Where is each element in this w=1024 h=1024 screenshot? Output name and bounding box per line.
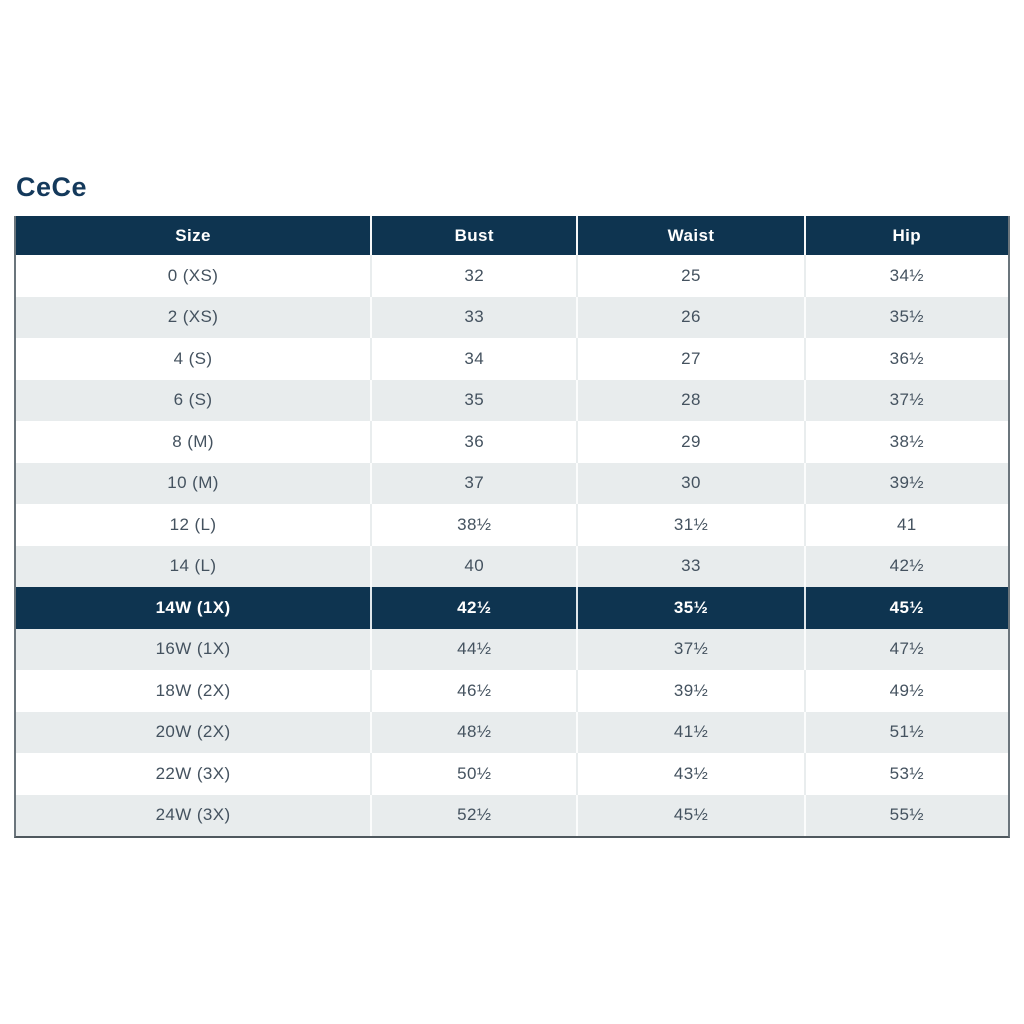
table-row: 8 (M) 36 29 38½ — [16, 421, 1008, 463]
cell-bust: 38½ — [372, 504, 579, 546]
table-row: 2 (XS) 33 26 35½ — [16, 296, 1008, 338]
cell-waist: 33 — [578, 545, 806, 587]
column-header-hip: Hip — [805, 216, 1008, 255]
table-row: 20W (2X) 48½ 41½ 51½ — [16, 711, 1008, 753]
cell-waist: 43½ — [578, 753, 806, 795]
cell-size: 10 (M) — [16, 462, 373, 504]
cell-hip: 47½ — [805, 628, 1008, 670]
page-title: CeCe — [16, 172, 88, 202]
cell-hip: 51½ — [805, 711, 1008, 753]
cell-hip: 34½ — [805, 255, 1008, 297]
cell-size: 18W (2X) — [16, 670, 373, 712]
cell-hip: 36½ — [805, 338, 1008, 380]
cell-hip: 55½ — [805, 794, 1008, 836]
cell-size: 22W (3X) — [16, 753, 373, 795]
cell-hip: 42½ — [805, 545, 1008, 587]
size-chart-header: Size Bust Waist Hip — [16, 216, 1008, 255]
cell-size: 6 (S) — [16, 379, 373, 421]
cell-waist: 31½ — [578, 504, 806, 546]
table-row: 0 (XS) 32 25 34½ — [16, 255, 1008, 297]
cell-hip: 37½ — [805, 379, 1008, 421]
cell-bust: 35 — [372, 379, 579, 421]
cell-waist: 28 — [578, 379, 806, 421]
header-row: Size Bust Waist Hip — [16, 216, 1008, 255]
size-chart-table: Size Bust Waist Hip 0 (XS) 32 25 34½ 2 (XS) 3… — [14, 216, 1010, 838]
cell-bust: 37 — [372, 462, 579, 504]
cell-hip: 38½ — [805, 421, 1008, 463]
table-row: 16W (1X) 44½ 37½ 47½ — [16, 628, 1008, 670]
table-row: 10 (M) 37 30 39½ — [16, 462, 1008, 504]
cell-hip: 49½ — [805, 670, 1008, 712]
cell-size: 4 (S) — [16, 338, 373, 380]
cell-waist: 26 — [578, 296, 806, 338]
table-row: 22W (3X) 50½ 43½ 53½ — [16, 753, 1008, 795]
cell-size: 24W (3X) — [16, 794, 373, 836]
cell-bust: 36 — [372, 421, 579, 463]
cell-size: 0 (XS) — [16, 255, 373, 297]
cell-hip: 45½ — [805, 587, 1008, 629]
table-row: 18W (2X) 46½ 39½ 49½ — [16, 670, 1008, 712]
cell-hip: 41 — [805, 504, 1008, 546]
cell-waist: 29 — [578, 421, 806, 463]
cell-waist: 37½ — [578, 628, 806, 670]
cell-size: 20W (2X) — [16, 711, 373, 753]
table-row: 24W (3X) 52½ 45½ 55½ — [16, 794, 1008, 836]
cell-waist: 27 — [578, 338, 806, 380]
cell-bust: 44½ — [372, 628, 579, 670]
column-header-waist: Waist — [578, 216, 806, 255]
cell-size: 2 (XS) — [16, 296, 373, 338]
size-chart-body: 0 (XS) 32 25 34½ 2 (XS) 33 26 35½ 4 (S) 34 27 36½ 6 … — [16, 255, 1008, 836]
cell-hip: 39½ — [805, 462, 1008, 504]
table-row: 4 (S) 34 27 36½ — [16, 338, 1008, 380]
cell-waist: 35½ — [578, 587, 806, 629]
cell-bust: 40 — [372, 545, 579, 587]
table-row: 6 (S) 35 28 37½ — [16, 379, 1008, 421]
table-row: 14 (L) 40 33 42½ — [16, 545, 1008, 587]
cell-bust: 42½ — [372, 587, 579, 629]
cell-bust: 48½ — [372, 711, 579, 753]
cell-size: 12 (L) — [16, 504, 373, 546]
cell-size: 8 (M) — [16, 421, 373, 463]
cell-waist: 41½ — [578, 711, 806, 753]
cell-waist: 25 — [578, 255, 806, 297]
cell-waist: 45½ — [578, 794, 806, 836]
table-row: 12 (L) 38½ 31½ 41 — [16, 504, 1008, 546]
cell-bust: 33 — [372, 296, 579, 338]
cell-waist: 39½ — [578, 670, 806, 712]
column-header-size: Size — [16, 216, 373, 255]
cell-bust: 50½ — [372, 753, 579, 795]
cell-bust: 32 — [372, 255, 579, 297]
cell-bust: 52½ — [372, 794, 579, 836]
cell-hip: 35½ — [805, 296, 1008, 338]
cell-hip: 53½ — [805, 753, 1008, 795]
table-row: 14W (1X) 42½ 35½ 45½ — [16, 587, 1008, 629]
cell-size: 14W (1X) — [16, 587, 373, 629]
cell-bust: 34 — [372, 338, 579, 380]
cell-waist: 30 — [578, 462, 806, 504]
cell-size: 14 (L) — [16, 545, 373, 587]
cell-size: 16W (1X) — [16, 628, 373, 670]
cell-bust: 46½ — [372, 670, 579, 712]
column-header-bust: Bust — [372, 216, 579, 255]
